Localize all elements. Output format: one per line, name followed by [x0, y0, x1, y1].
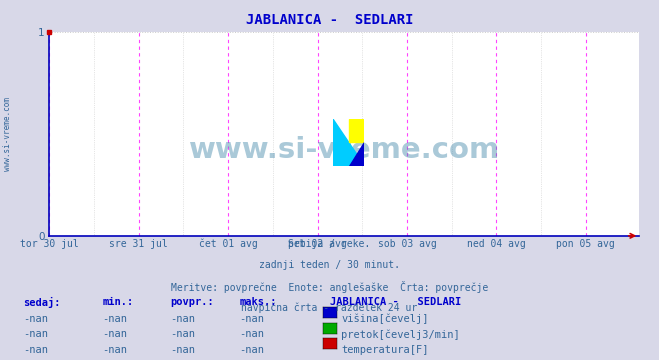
- Text: maks.:: maks.:: [239, 297, 277, 307]
- Text: Srbija / reke.: Srbija / reke.: [289, 239, 370, 249]
- Text: -nan: -nan: [23, 329, 48, 339]
- Text: zadnji teden / 30 minut.: zadnji teden / 30 minut.: [259, 260, 400, 270]
- Text: -nan: -nan: [170, 345, 195, 355]
- Polygon shape: [349, 142, 364, 166]
- Text: -nan: -nan: [102, 345, 127, 355]
- Text: višina[čevelj]: višina[čevelj]: [341, 314, 429, 324]
- Text: JABLANICA -  SEDLARI: JABLANICA - SEDLARI: [246, 13, 413, 27]
- Text: JABLANICA -   SEDLARI: JABLANICA - SEDLARI: [330, 297, 461, 307]
- Text: pretok[čevelj3/min]: pretok[čevelj3/min]: [341, 329, 460, 340]
- Text: Meritve: povprečne  Enote: anglešaške  Črta: povprečje: Meritve: povprečne Enote: anglešaške Črt…: [171, 281, 488, 293]
- Text: www.si-vreme.com: www.si-vreme.com: [188, 136, 500, 165]
- Text: -nan: -nan: [239, 345, 264, 355]
- Text: www.si-vreme.com: www.si-vreme.com: [3, 97, 13, 171]
- Text: -nan: -nan: [239, 329, 264, 339]
- Bar: [349, 119, 364, 142]
- Text: temperatura[F]: temperatura[F]: [341, 345, 429, 355]
- Text: -nan: -nan: [23, 345, 48, 355]
- Text: -nan: -nan: [102, 314, 127, 324]
- Text: -nan: -nan: [239, 314, 264, 324]
- Text: min.:: min.:: [102, 297, 133, 307]
- Polygon shape: [333, 119, 364, 166]
- Text: sedaj:: sedaj:: [23, 297, 61, 308]
- Text: -nan: -nan: [170, 314, 195, 324]
- Text: -nan: -nan: [170, 329, 195, 339]
- Text: -nan: -nan: [102, 329, 127, 339]
- Text: navpična črta - razdelek 24 ur: navpična črta - razdelek 24 ur: [241, 302, 418, 312]
- Text: -nan: -nan: [23, 314, 48, 324]
- Text: povpr.:: povpr.:: [170, 297, 214, 307]
